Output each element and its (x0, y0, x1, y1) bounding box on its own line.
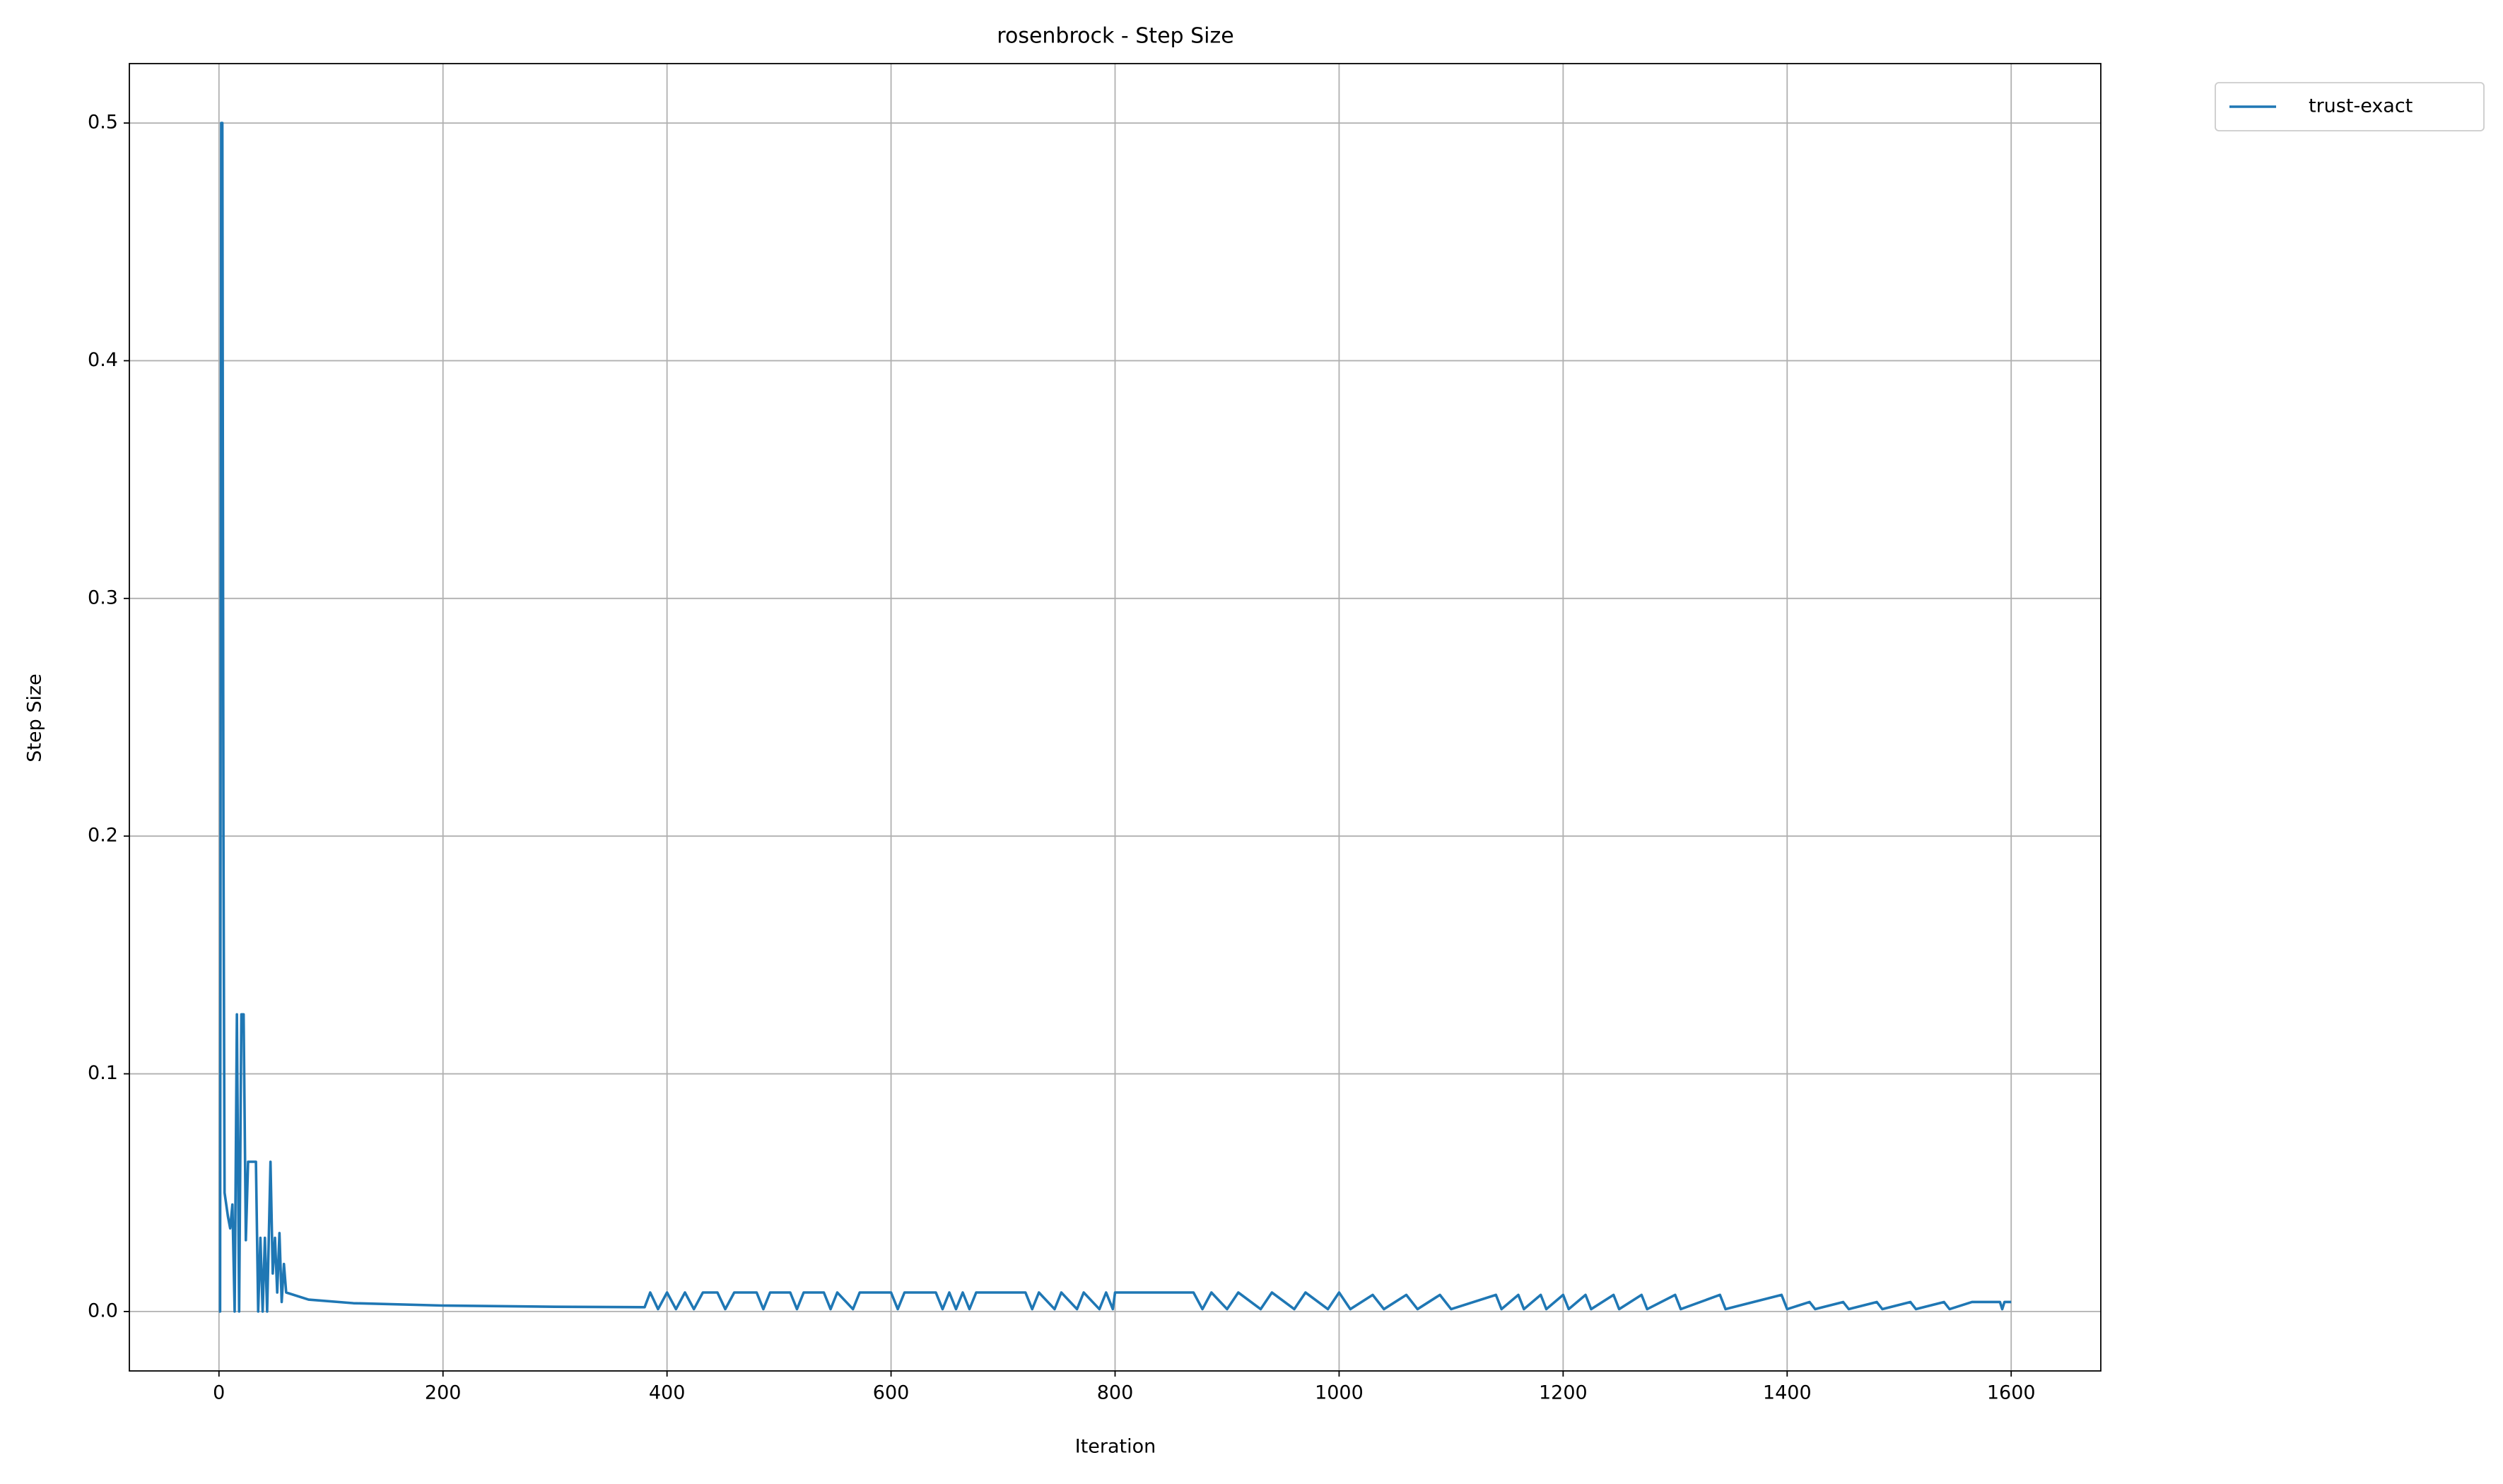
y-tick-label: 0.5 (88, 112, 118, 134)
x-tick-label: 600 (873, 1382, 910, 1404)
x-tick-label: 1200 (1539, 1382, 1588, 1404)
y-tick-label: 0.0 (88, 1300, 118, 1321)
y-tick-label: 0.2 (88, 825, 118, 847)
x-axis-label: Iteration (1075, 1436, 1156, 1458)
x-tick-label: 1600 (1987, 1382, 2036, 1404)
y-tick-label: 0.1 (88, 1062, 118, 1084)
x-tick-label: 1000 (1315, 1382, 1364, 1404)
data-line (218, 122, 2012, 1313)
y-tick-label: 0.4 (88, 349, 118, 371)
legend-label: trust-exact (2309, 95, 2413, 117)
chart-title: rosenbrock - Step Size (997, 24, 1233, 49)
y-tick-label: 0.3 (88, 587, 118, 608)
x-tick-label: 1400 (1763, 1382, 1812, 1404)
x-tick-label: 0 (213, 1382, 225, 1404)
plot-frame (129, 63, 2102, 1372)
y-axis-label: Step Size (24, 673, 46, 762)
x-tick-label: 800 (1097, 1382, 1134, 1404)
x-tick-label: 200 (425, 1382, 462, 1404)
legend-box (2215, 82, 2485, 131)
x-tick-label: 400 (649, 1382, 686, 1404)
